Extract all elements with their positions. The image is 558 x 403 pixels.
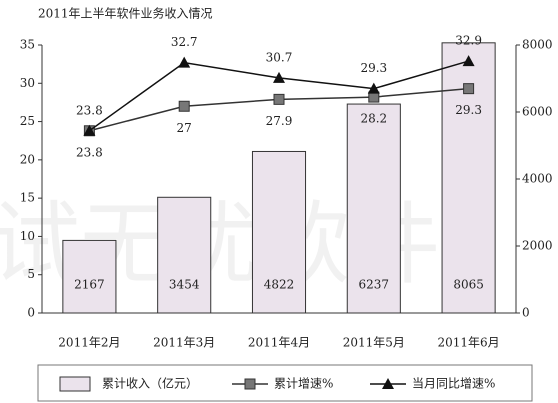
marker xyxy=(273,71,285,83)
marker xyxy=(83,124,96,136)
bar-label: 2167 xyxy=(74,278,105,292)
y2-tick-label: 2000 xyxy=(522,239,553,253)
y-tick-label: 20 xyxy=(20,152,35,166)
y-tick-label: 30 xyxy=(20,76,35,90)
y-tick-label: 5 xyxy=(27,267,35,281)
bar-label: 4822 xyxy=(264,278,295,292)
y2-tick-label: 6000 xyxy=(522,105,553,119)
line-label: 30.7 xyxy=(266,50,293,64)
bar-label: 3454 xyxy=(169,278,200,292)
y-tick-label: 15 xyxy=(20,191,35,205)
x-tick-label: 2011年5月 xyxy=(343,336,405,350)
chart-title: 2011年上半年软件业务收入情况 xyxy=(38,6,213,21)
bar xyxy=(346,103,401,314)
legend-swatch xyxy=(59,376,91,392)
y-tick-label: 25 xyxy=(20,114,35,128)
bar xyxy=(62,239,117,314)
x-tick-label: 2011年4月 xyxy=(248,336,310,350)
x-tick-label: 2011年2月 xyxy=(58,336,120,350)
y-tick-label: 0 xyxy=(27,306,35,320)
x-tick-label: 2011年3月 xyxy=(153,336,215,350)
bar-label: 6237 xyxy=(359,278,390,292)
line-label: 23.8 xyxy=(76,145,103,159)
line-label: 32.9 xyxy=(455,34,482,48)
marker xyxy=(178,100,190,112)
marker xyxy=(178,56,191,68)
marker xyxy=(382,378,394,389)
y2-tick-label: 4000 xyxy=(522,172,553,186)
bar xyxy=(251,150,307,314)
line-label: 27 xyxy=(177,121,192,135)
marker xyxy=(367,82,380,94)
legend-label: 累计增速% xyxy=(274,377,333,391)
line-label: 28.2 xyxy=(360,112,387,126)
legend-box xyxy=(37,364,533,402)
marker xyxy=(462,55,475,67)
marker xyxy=(463,83,475,95)
legend-label: 累计收入（亿元） xyxy=(102,376,198,391)
y2-tick-label: 8000 xyxy=(522,38,553,52)
bar xyxy=(157,196,212,314)
bar-label: 8065 xyxy=(453,278,484,292)
marker xyxy=(244,378,256,390)
y2-tick-label: 0 xyxy=(522,306,530,320)
line-label: 29.3 xyxy=(455,103,482,117)
legend-label: 当月同比增速% xyxy=(412,377,495,391)
marker xyxy=(273,93,285,105)
x-tick-label: 2011年6月 xyxy=(438,336,500,350)
line-label: 29.3 xyxy=(360,61,387,75)
line-label: 23.8 xyxy=(76,103,103,117)
y-tick-label: 35 xyxy=(20,38,35,52)
line-label: 32.7 xyxy=(171,35,198,49)
y-tick-label: 10 xyxy=(20,229,35,243)
line-label: 27.9 xyxy=(266,114,293,128)
